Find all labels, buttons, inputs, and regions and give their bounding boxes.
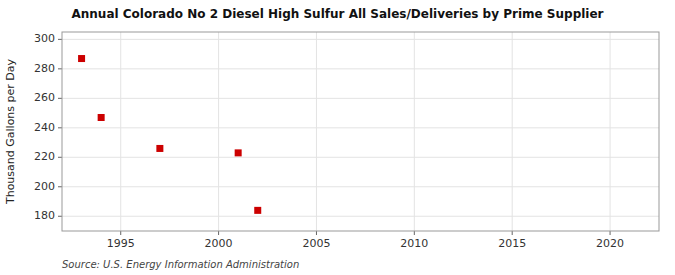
x-tick: [512, 231, 513, 235]
y-grid-line: [62, 216, 659, 217]
y-tick: [58, 39, 62, 40]
y-tick: [58, 157, 62, 158]
chart-title: Annual Colorado No 2 Diesel High Sulfur …: [71, 7, 603, 21]
scatter-point: [98, 114, 105, 121]
x-tick-label: 2005: [302, 237, 330, 250]
y-tick: [58, 216, 62, 217]
scatter-point: [235, 149, 242, 156]
points: [78, 55, 261, 214]
x-grid-line: [218, 32, 219, 231]
y-tick-label: 280: [34, 62, 55, 75]
x-grid-line: [316, 32, 317, 231]
y-tick: [58, 98, 62, 99]
x-grid-line: [414, 32, 415, 231]
scatter-point: [156, 145, 163, 152]
x-tick-label: 2020: [596, 237, 624, 250]
y-axis-label: Thousand Gallons per Day: [4, 58, 17, 205]
x-tick: [610, 231, 611, 235]
y-tick: [58, 127, 62, 128]
y-grid-line: [62, 127, 659, 128]
y-tick-label: 220: [34, 150, 55, 163]
y-grid-line: [62, 39, 659, 40]
y-grid-line: [62, 157, 659, 158]
x-grid-line: [610, 32, 611, 231]
plot-frame: [62, 32, 659, 231]
source-annotation: Source: U.S. Energy Information Administ…: [62, 259, 299, 270]
x-tick-label: 2010: [400, 237, 428, 250]
y-tick-label: 260: [34, 91, 55, 104]
chart-svg: 180 200 220 240 260 280 300 1995 2000 2005 2010 201…: [0, 0, 675, 275]
x-grid-line: [120, 32, 121, 231]
y-tick-label: 200: [34, 180, 55, 193]
x-tick: [120, 231, 121, 235]
y-tick: [58, 186, 62, 187]
x-grid-line: [512, 32, 513, 231]
y-tick: [58, 68, 62, 69]
grid: [62, 32, 659, 231]
y-tick-label: 240: [34, 121, 55, 134]
y-grid-line: [62, 186, 659, 187]
y-grid-line: [62, 68, 659, 69]
x-tick-label: 1995: [107, 237, 135, 250]
scatter-point: [254, 207, 261, 214]
x-tick-label: 2015: [498, 237, 526, 250]
y-grid-line: [62, 98, 659, 99]
y-tick-label: 300: [34, 32, 55, 45]
x-tick: [414, 231, 415, 235]
x-tick: [316, 231, 317, 235]
x-tick: [218, 231, 219, 235]
scatter-point: [78, 55, 85, 62]
x-tick-label: 2000: [205, 237, 233, 250]
page: {"chart_data": {"type": "scatter", "titl…: [0, 0, 675, 275]
chart-container: 180 200 220 240 260 280 300 1995 2000 2005 2010 201…: [0, 0, 675, 275]
y-tick-label: 180: [34, 209, 55, 222]
